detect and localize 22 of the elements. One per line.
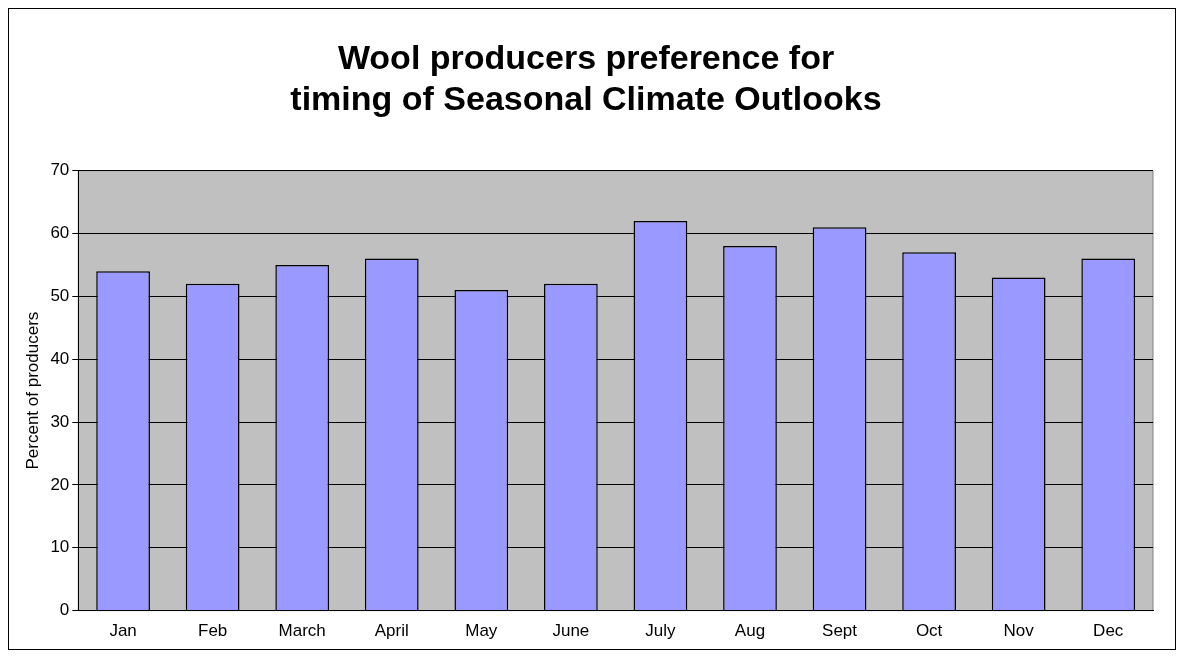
x-tick-label: March <box>278 621 326 641</box>
chart-title: Wool producers preference for timing of Seasonal Climate Outlooks <box>290 37 882 117</box>
x-tick-label: July <box>645 621 677 641</box>
x-tick-label: Oct <box>915 621 943 641</box>
y-axis-title: Percent of producers <box>22 311 42 470</box>
x-tick-label: Nov <box>1003 621 1035 641</box>
y-tick-label: 60 <box>50 223 70 243</box>
x-tick-label: May <box>465 621 498 641</box>
y-tick-label: 20 <box>50 474 70 494</box>
y-tick-label: 0 <box>59 600 70 620</box>
x-tick-label: Aug <box>734 621 766 641</box>
y-tick-label: 40 <box>50 348 70 368</box>
y-tick-label: 70 <box>50 160 70 180</box>
x-tick-label: Dec <box>1093 621 1124 641</box>
x-tick-label: Feb <box>198 621 228 641</box>
y-tick-label: 50 <box>50 286 70 305</box>
x-tick-label: Sept <box>822 621 858 641</box>
x-tick-label: Jan <box>109 621 137 641</box>
y-tick-label: 30 <box>50 411 70 431</box>
x-tick-label: June <box>552 621 590 641</box>
y-tick-label: 10 <box>50 537 70 557</box>
x-tick-label: April <box>374 621 409 641</box>
